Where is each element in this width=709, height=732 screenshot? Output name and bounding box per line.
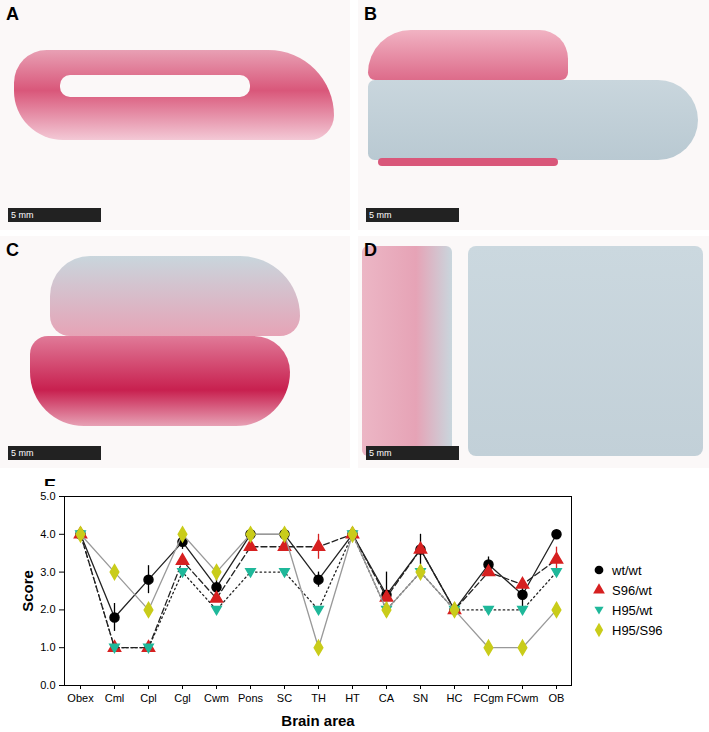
svg-text:2.0: 2.0 xyxy=(40,603,55,615)
svg-text:SN: SN xyxy=(413,692,428,704)
svg-text:Pons: Pons xyxy=(238,692,264,704)
svg-text:Cgl: Cgl xyxy=(174,692,191,704)
svg-text:3.0: 3.0 xyxy=(40,566,55,578)
svg-text:Obex: Obex xyxy=(67,692,94,704)
svg-text:CA: CA xyxy=(379,692,395,704)
svg-text:OB: OB xyxy=(549,692,565,704)
svg-text:SC: SC xyxy=(277,692,292,704)
svg-text:HC: HC xyxy=(447,692,463,704)
svg-text:Brain area: Brain area xyxy=(281,712,355,729)
svg-text:5.0: 5.0 xyxy=(40,490,55,502)
svg-text:4.0: 4.0 xyxy=(40,528,55,540)
svg-text:Cwm: Cwm xyxy=(204,692,229,704)
svg-text:HT: HT xyxy=(345,692,360,704)
svg-text:Cml: Cml xyxy=(105,692,125,704)
svg-text:Score: Score xyxy=(19,570,36,612)
svg-text:FCgm: FCgm xyxy=(474,692,504,704)
svg-text:FCwm: FCwm xyxy=(507,692,539,704)
svg-text:0.0: 0.0 xyxy=(40,679,55,691)
svg-text:1.0: 1.0 xyxy=(40,641,55,653)
svg-text:Cpl: Cpl xyxy=(140,692,157,704)
svg-text:TH: TH xyxy=(311,692,326,704)
